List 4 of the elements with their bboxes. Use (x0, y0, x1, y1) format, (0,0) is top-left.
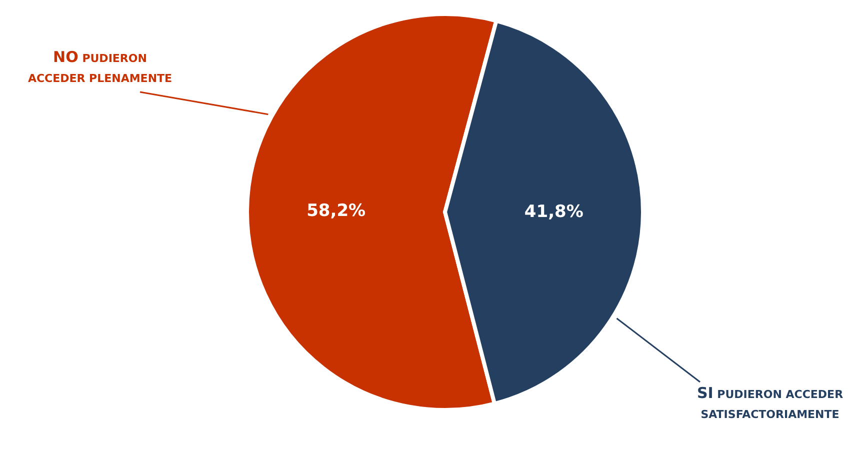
slice-label: SI PUDIERON ACCEDER SATISFACTORIAMENTE (696, 384, 844, 421)
data-label: 41,8% (524, 202, 584, 222)
slice-label: NO PUDIERON ACCEDER PLENAMENTE (28, 48, 172, 85)
data-label: 58,2% (306, 201, 366, 222)
